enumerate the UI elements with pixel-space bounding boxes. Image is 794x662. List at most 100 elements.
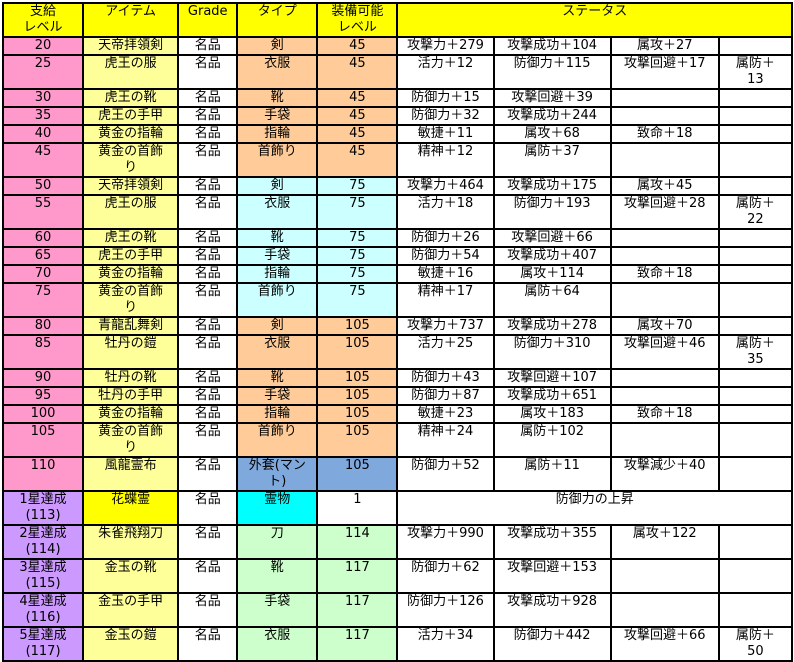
cell-grade: 名品	[177, 422, 239, 458]
cell-status-4	[717, 524, 794, 560]
cell-grade: 名品	[177, 124, 239, 144]
cell-supply-level: 40	[1, 124, 85, 144]
table-row: 2星達成 (114) 朱雀飛翔刀 名品刀 114 攻撃力＋990 攻撃成功＋355 属攻＋1…	[1, 524, 794, 560]
cell-status-1: 防御力＋32	[396, 106, 495, 126]
cell-equip-level: 1	[316, 490, 399, 526]
cell-item: 朱雀飛翔刀	[82, 524, 180, 560]
table-row: 65 虎王の手甲 名品 手袋 75 防御力＋54 攻撃成功＋407	[1, 246, 794, 266]
table-row: 30 虎王の靴 名品靴 45 防御力＋15 攻撃回避＋39	[1, 88, 794, 108]
cell-item: 黄金の首飾 り	[82, 282, 180, 318]
cell-item: 牡丹の手甲	[82, 386, 180, 406]
cell-status-4	[717, 368, 794, 388]
cell-equip-level: 75	[316, 282, 399, 318]
cell-supply-level: 2星達成 (114)	[1, 524, 85, 560]
cell-status-1: 防御力＋43	[396, 368, 495, 388]
cell-type: 衣服	[236, 626, 319, 662]
cell-status-1: 活力＋25	[396, 334, 495, 370]
cell-status-1: 防御力＋15	[396, 88, 495, 108]
cell-supply-level: 65	[1, 246, 85, 266]
table-row: 105 黄金の首飾 り名品 首飾り 105 精神＋24 属防＋102	[1, 422, 794, 458]
table-row: 95 牡丹の手甲 名品 手袋 105 防御力＋87 攻撃成功＋651	[1, 386, 794, 406]
cell-grade: 名品	[177, 88, 239, 108]
cell-grade: 名品	[177, 142, 239, 178]
cell-grade: 名品	[177, 524, 239, 560]
cell-grade: 名品	[177, 558, 239, 594]
cell-equip-level: 45	[316, 88, 399, 108]
cell-type: 衣服	[236, 54, 319, 90]
cell-grade: 名品	[177, 404, 239, 424]
cell-status-2: 属防＋102	[492, 422, 612, 458]
cell-item: 虎王の服	[82, 194, 180, 230]
cell-status-2: 属攻＋114	[492, 264, 612, 284]
cell-supply-level: 45	[1, 142, 85, 178]
table-row: 60 虎王の靴 名品靴 75 防御力＋26 攻撃回避＋66	[1, 228, 794, 248]
cell-item: 牡丹の靴	[82, 368, 180, 388]
cell-type: 刀	[236, 524, 319, 560]
cell-status-4	[717, 228, 794, 248]
table-row: 50 天帝拝領剣 名品剣 75 攻撃力＋464 攻撃成功＋175 属攻＋45	[1, 176, 794, 196]
cell-status-1: 防御力＋26	[396, 228, 495, 248]
cell-type: 手袋	[236, 246, 319, 266]
cell-grade: 名品	[177, 490, 239, 526]
cell-status-4	[717, 316, 794, 336]
cell-status-3: 攻撃回避＋28	[609, 194, 720, 230]
cell-status-2: 攻撃回避＋39	[492, 88, 612, 108]
cell-equip-level: 105	[316, 422, 399, 458]
cell-status-3: 致命＋18	[609, 124, 720, 144]
table-row: 80 青龍乱舞剣 名品剣 105 攻撃力＋737 攻撃成功＋278 属攻＋70	[1, 316, 794, 336]
cell-status-3: 属攻＋122	[609, 524, 720, 560]
cell-status-1: 攻撃力＋279	[396, 36, 495, 56]
cell-status-1: 精神＋12	[396, 142, 495, 178]
cell-supply-level: 3星達成 (115)	[1, 558, 85, 594]
cell-status-1: 精神＋17	[396, 282, 495, 318]
cell-status-4	[717, 386, 794, 406]
cell-status-2: 攻撃成功＋651	[492, 386, 612, 406]
cell-equip-level: 105	[316, 404, 399, 424]
cell-supply-level: 1星達成 (113)	[1, 490, 85, 526]
table-row: 20 天帝拝領剣 名品剣 45 攻撃力＋279 攻撃成功＋104 属攻＋27	[1, 36, 794, 56]
cell-type: 指輪	[236, 264, 319, 284]
cell-status-2: 攻撃成功＋928	[492, 592, 612, 628]
cell-type: 首飾り	[236, 282, 319, 318]
cell-equip-level: 105	[316, 316, 399, 336]
cell-status-3	[609, 142, 720, 178]
cell-status-1: 敏捷＋11	[396, 124, 495, 144]
cell-item: 風龍霊布	[82, 456, 180, 492]
cell-status-3	[609, 106, 720, 126]
cell-status-4: 属防＋ 35	[717, 334, 794, 370]
cell-status-3	[609, 228, 720, 248]
cell-equip-level: 117	[316, 592, 399, 628]
cell-status-1: 防御力＋52	[396, 456, 495, 492]
cell-status-1: 活力＋18	[396, 194, 495, 230]
cell-status-1: 攻撃力＋737	[396, 316, 495, 336]
cell-type: 剣	[236, 36, 319, 56]
cell-type: 剣	[236, 176, 319, 196]
cell-grade: 名品	[177, 246, 239, 266]
cell-status-2: 攻撃回避＋107	[492, 368, 612, 388]
cell-grade: 名品	[177, 36, 239, 56]
cell-status-4	[717, 88, 794, 108]
cell-item: 花蝶霊	[82, 490, 180, 526]
table-row: 85 牡丹の鎧 名品 衣服 105 活力＋25 防御力＋310 攻撃回避＋46 属防＋ 35	[1, 334, 794, 370]
table-row: 100 黄金の指輪 名品 指輪 105 敏捷＋23 属攻＋183 致命＋18	[1, 404, 794, 424]
cell-grade: 名品	[177, 368, 239, 388]
cell-type: 手袋	[236, 592, 319, 628]
cell-status-4: 属防＋ 22	[717, 194, 794, 230]
cell-status-4	[717, 176, 794, 196]
cell-equip-level: 105	[316, 334, 399, 370]
cell-status-1: 活力＋12	[396, 54, 495, 90]
cell-grade: 名品	[177, 228, 239, 248]
cell-type: 靴	[236, 228, 319, 248]
cell-status-4	[717, 142, 794, 178]
cell-status-3	[609, 592, 720, 628]
cell-type: 衣服	[236, 334, 319, 370]
cell-status-1: 防御力＋62	[396, 558, 495, 594]
table-row: 75 黄金の首飾 り名品 首飾り 75 精神＋17 属防＋64	[1, 282, 794, 318]
cell-supply-level: 95	[1, 386, 85, 406]
cell-equip-level: 45	[316, 142, 399, 178]
cell-status-3: 致命＋18	[609, 404, 720, 424]
cell-status-1: 攻撃力＋990	[396, 524, 495, 560]
cell-item: 黄金の指輪	[82, 124, 180, 144]
cell-status-4	[717, 246, 794, 266]
